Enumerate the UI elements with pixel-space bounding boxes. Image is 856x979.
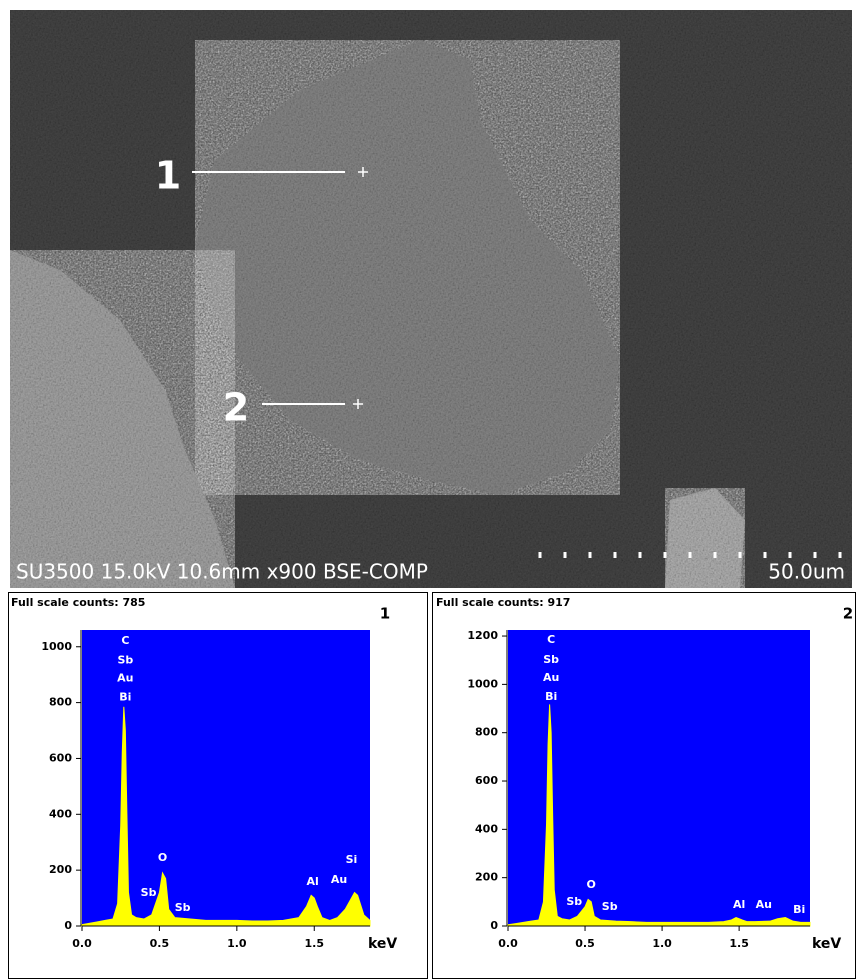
chart-title: Full scale counts: 917 [436, 596, 570, 609]
plot-background [508, 630, 810, 926]
peak-label: C [547, 633, 555, 646]
peak-label: Bi [119, 691, 131, 704]
y-tick-label: 0 [490, 919, 498, 932]
x-tick-label: 1.0 [652, 937, 672, 950]
spectrum-area [81, 706, 371, 927]
sem-image: 1 2 SU3500 15.0kV 10.6mm x900 BSE-COMP 5… [10, 10, 852, 588]
y-tick-label: 800 [475, 726, 498, 739]
y-tick-label: 1000 [467, 677, 498, 690]
peak-label: Sb [175, 901, 191, 914]
peak-label: C [121, 634, 129, 647]
patch [665, 488, 745, 588]
x-tick-label: 1.5 [729, 937, 749, 950]
peak-label: Si [346, 853, 358, 866]
scale-bar [538, 552, 842, 558]
sphere [10, 250, 235, 588]
y-tick-label: 200 [49, 863, 72, 876]
y-tick-label: 1000 [41, 640, 72, 653]
caption: SU3500 15.0kV 10.6mm x900 BSE-COMP [16, 560, 428, 584]
peak-label: Au [331, 873, 347, 886]
x-tick-label: 0.0 [72, 937, 92, 950]
x-tick-label: 1.5 [305, 937, 325, 950]
y-tick-label: 200 [475, 871, 498, 884]
spectrum-area [507, 704, 811, 927]
particle [195, 40, 620, 495]
plot-background [82, 630, 370, 926]
y-tick-label: 600 [475, 774, 498, 787]
x-tick-label: 0.0 [498, 937, 518, 950]
x-axis-label: keV [368, 936, 397, 952]
peak-label: O [158, 851, 167, 864]
peak-label: Al [733, 898, 745, 911]
peak-label: Bi [545, 690, 557, 703]
crosshair [358, 167, 368, 177]
point-label: 1 [155, 154, 181, 198]
y-tick-label: 0 [64, 919, 72, 932]
peak-label: Sb [602, 900, 618, 913]
panel-label: 1 [380, 605, 390, 623]
y-tick-label: 400 [475, 822, 498, 835]
peak-label: Au [543, 671, 559, 684]
peak-label: Au [117, 672, 133, 685]
x-axis-label: keV [812, 936, 841, 952]
panel-label: 2 [843, 605, 853, 623]
x-tick-label: 0.5 [575, 937, 595, 950]
chart-title: Full scale counts: 785 [11, 596, 145, 609]
y-tick-label: 1200 [467, 629, 498, 642]
y-tick-label: 400 [49, 807, 72, 820]
peak-label: Sb [566, 895, 582, 908]
peak-label: Al [307, 875, 319, 888]
x-tick-label: 0.5 [150, 937, 170, 950]
peak-label: O [587, 878, 596, 891]
peak-label: Au [756, 898, 772, 911]
peak-label: Bi [793, 903, 805, 916]
peak-label: Sb [543, 653, 559, 666]
scale-bar-label: 50.0um [768, 560, 845, 584]
y-tick-label: 800 [49, 696, 72, 709]
point-label: 2 [223, 386, 249, 430]
x-tick-label: 1.0 [227, 937, 247, 950]
peak-label: Sb [141, 886, 157, 899]
crosshair [353, 399, 363, 409]
peak-label: Sb [117, 654, 133, 667]
y-tick-label: 600 [49, 751, 72, 764]
